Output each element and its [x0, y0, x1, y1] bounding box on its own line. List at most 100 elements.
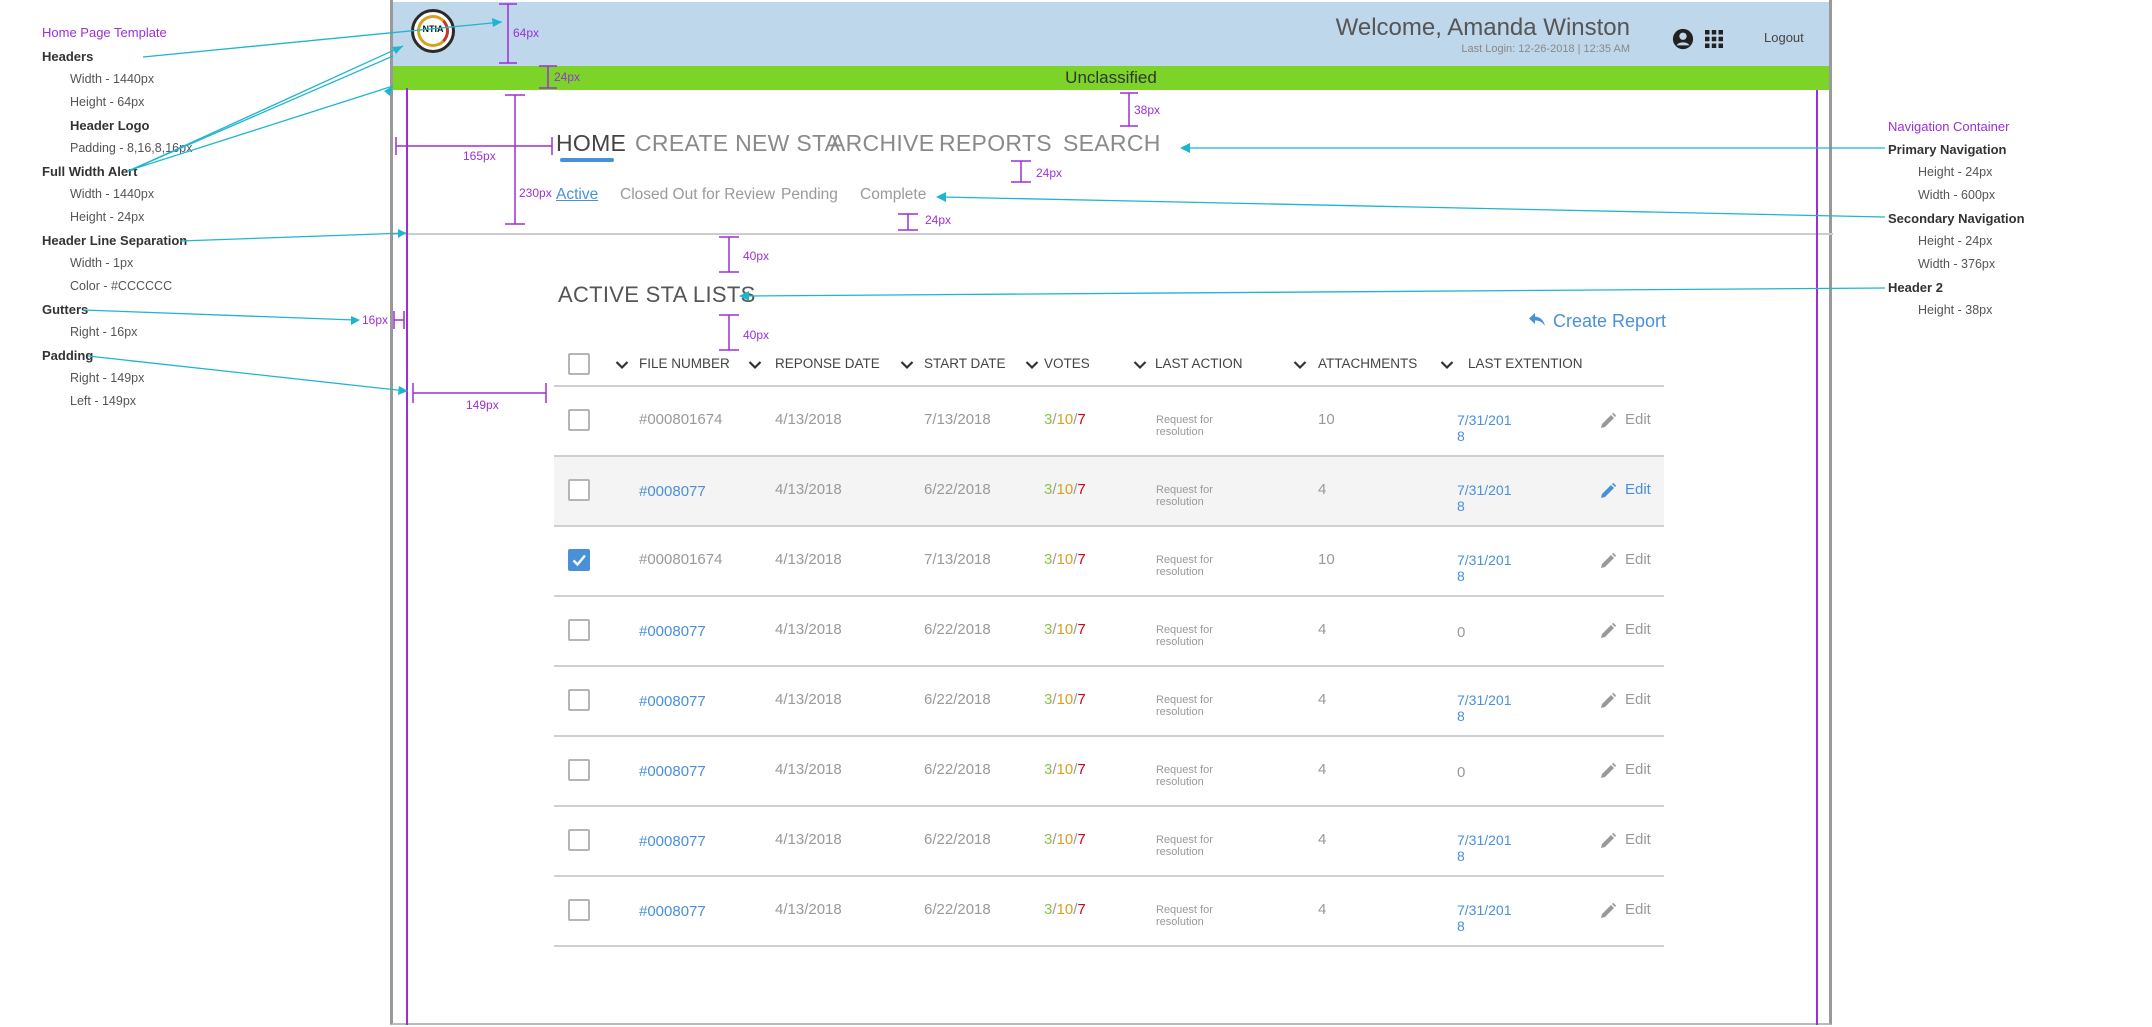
pencil-icon[interactable] [1599, 552, 1617, 575]
subnav-pending[interactable]: Pending [781, 186, 838, 203]
row-checkbox[interactable] [568, 479, 590, 501]
edit-button[interactable]: Edit [1625, 551, 1651, 568]
logo-text: NTIA [422, 24, 444, 34]
sort-chevron-down-icon[interactable] [1025, 360, 1039, 370]
pencil-icon[interactable] [1599, 902, 1617, 925]
file-number-link[interactable]: #0008077 [639, 833, 706, 850]
column-header[interactable]: FILE NUMBER [639, 356, 730, 371]
column-header[interactable]: LAST EXTENTION [1468, 356, 1583, 371]
select-all-checkbox[interactable] [568, 353, 590, 375]
attachments-count: 10 [1318, 411, 1335, 428]
sort-chevron-down-icon[interactable] [1133, 360, 1147, 370]
votes-yes: 3 [1044, 621, 1053, 638]
apps-grid-icon[interactable] [1704, 29, 1724, 49]
subnav-complete[interactable]: Complete [860, 186, 927, 203]
subnav-active[interactable]: Active [556, 186, 599, 203]
last-extension-link[interactable]: 7/31/201 8 [1457, 552, 1512, 584]
votes-yes: 3 [1044, 411, 1053, 428]
last-extension-link[interactable]: 7/31/201 8 [1457, 692, 1512, 724]
votes: 3/10/7 [1044, 621, 1086, 638]
column-header[interactable]: VOTES [1044, 356, 1090, 371]
measure-label: 24px [925, 213, 952, 227]
column-header[interactable]: ATTACHMENTS [1318, 356, 1418, 371]
annotation-secondary-nav: Secondary Navigation [1888, 211, 2025, 226]
nav-reports[interactable]: REPORTS [939, 130, 1052, 156]
annotation-item: Width - 1px [70, 256, 134, 270]
file-number-link[interactable]: #0008077 [639, 483, 706, 500]
file-number-link[interactable]: #0008077 [639, 623, 706, 640]
last-extension-link[interactable]: 7/31/201 8 [1457, 412, 1512, 444]
votes-no: 7 [1077, 621, 1086, 638]
logout-link[interactable]: Logout [1764, 30, 1804, 45]
sort-chevron-down-icon[interactable] [1293, 360, 1307, 370]
pencil-icon[interactable] [1599, 832, 1617, 855]
edit-button[interactable]: Edit [1625, 621, 1651, 638]
votes-sep: / [1052, 621, 1057, 638]
votes-yes: 3 [1044, 901, 1053, 918]
file-number-link[interactable]: #0008077 [639, 763, 706, 780]
row-checkbox[interactable] [568, 829, 590, 851]
sort-chevron-down-icon[interactable] [1440, 360, 1454, 370]
votes-sep: / [1073, 901, 1078, 918]
last-extension-link[interactable]: 7/31/201 8 [1457, 902, 1512, 934]
annotation-header-logo: Header Logo [70, 118, 150, 133]
sort-chevron-down-icon[interactable] [900, 360, 914, 370]
row-checkbox[interactable] [568, 619, 590, 641]
header-logo[interactable]: NTIA [411, 9, 455, 53]
annotation-full-width-alert: Full Width Alert [42, 164, 138, 179]
pencil-icon[interactable] [1599, 412, 1617, 435]
votes-total: 10 [1056, 691, 1074, 708]
nav-search[interactable]: SEARCH [1063, 130, 1161, 156]
measure-label: 64px [513, 26, 540, 40]
votes-sep: / [1073, 551, 1078, 568]
edit-button[interactable]: Edit [1625, 481, 1651, 498]
edit-button[interactable]: Edit [1625, 901, 1651, 918]
edit-button[interactable]: Edit [1625, 831, 1651, 848]
pencil-icon[interactable] [1599, 622, 1617, 645]
subnav-closed-out[interactable]: Closed Out for Review [620, 186, 776, 203]
column-header[interactable]: START DATE [924, 356, 1006, 371]
row-checkbox[interactable] [568, 409, 590, 431]
nav-archive[interactable]: ARCHIVE [830, 130, 935, 156]
votes-yes: 3 [1044, 691, 1053, 708]
attachments-count: 4 [1318, 901, 1327, 918]
sort-chevron-down-icon[interactable] [748, 360, 762, 370]
table-row-divider [554, 595, 1664, 597]
edit-button[interactable]: Edit [1625, 411, 1651, 428]
annotation-item: Width - 600px [1918, 188, 1996, 202]
file-number: #000801674 [639, 551, 723, 568]
row-checkbox[interactable] [568, 759, 590, 781]
last-action: Request for resolution [1156, 904, 1213, 928]
start-date: 6/22/2018 [924, 901, 991, 918]
row-checkbox[interactable] [568, 549, 590, 571]
row-checkbox[interactable] [568, 689, 590, 711]
extension-line-2: 8 [1457, 918, 1465, 934]
account-circle-icon[interactable] [1672, 28, 1694, 50]
last-action: Request for resolution [1156, 484, 1213, 508]
edit-button[interactable]: Edit [1625, 761, 1651, 778]
edit-button[interactable]: Edit [1625, 691, 1651, 708]
sort-chevron-down-icon[interactable] [615, 360, 629, 370]
file-number-link[interactable]: #0008077 [639, 903, 706, 920]
column-header[interactable]: REPONSE DATE [775, 356, 880, 371]
nav-home[interactable]: HOME [556, 130, 627, 156]
row-checkbox[interactable] [568, 899, 590, 921]
file-number-link[interactable]: #0008077 [639, 693, 706, 710]
annotation-item: Height - 24px [1918, 165, 1993, 179]
pencil-icon[interactable] [1599, 692, 1617, 715]
pencil-icon[interactable] [1599, 482, 1617, 505]
column-header[interactable]: LAST ACTION [1155, 356, 1243, 371]
votes-sep: / [1052, 831, 1057, 848]
annotation-padding: Padding [42, 348, 94, 363]
votes-total: 10 [1056, 901, 1074, 918]
create-report-button[interactable]: Create Report [1553, 311, 1667, 331]
annotation-item: Right - 16px [70, 325, 138, 339]
votes: 3/10/7 [1044, 691, 1086, 708]
last-extension-link[interactable]: 7/31/201 8 [1457, 482, 1512, 514]
votes-sep: / [1073, 831, 1078, 848]
nav-create-new-sta[interactable]: CREATE NEW STA [635, 130, 841, 156]
votes: 3/10/7 [1044, 551, 1086, 568]
votes-no: 7 [1077, 411, 1086, 428]
pencil-icon[interactable] [1599, 762, 1617, 785]
last-extension-link[interactable]: 7/31/201 8 [1457, 832, 1512, 864]
